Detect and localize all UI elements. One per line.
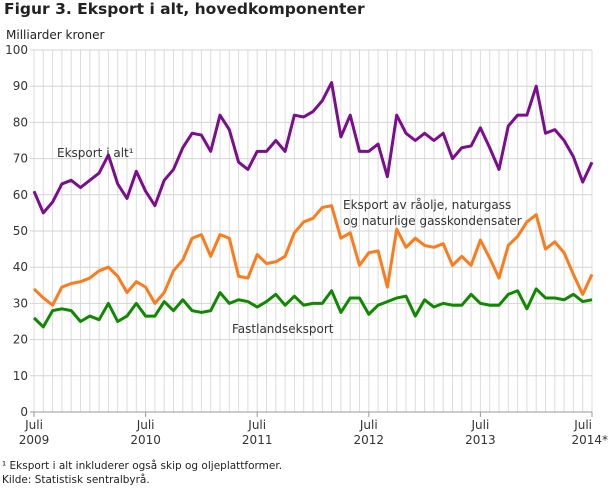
series-label: Fastlandseksport — [232, 322, 334, 336]
x-tick-month: Juli — [470, 418, 489, 432]
x-tick-month: Juli — [24, 418, 43, 432]
x-tick-month: Juli — [247, 418, 266, 432]
series-label: og naturlige gasskondensater — [343, 214, 522, 228]
series-label: Eksport i alt¹ — [57, 146, 134, 160]
y-tick-label: 20 — [13, 333, 28, 347]
y-tick-label: 10 — [13, 369, 28, 383]
y-axis-label: Milliarder kroner — [6, 28, 105, 42]
y-tick-label: 70 — [13, 152, 28, 166]
x-tick-month: Juli — [573, 418, 592, 432]
x-tick-year: 2014* — [571, 433, 608, 447]
x-tick-year: 2010 — [130, 433, 161, 447]
y-tick-label: 30 — [13, 296, 28, 310]
x-tick-year: 2013 — [465, 433, 496, 447]
y-tick-label: 80 — [13, 115, 28, 129]
chart-title: Figur 3. Eksport i alt, hovedkomponenter — [4, 0, 365, 18]
y-tick-label: 100 — [5, 43, 28, 57]
y-tick-label: 50 — [13, 224, 28, 238]
footnote: ¹ Eksport i alt inkluderer også skip og … — [2, 460, 283, 472]
x-tick-year: 2011 — [242, 433, 273, 447]
y-tick-label: 90 — [13, 79, 28, 93]
y-tick-label: 0 — [20, 405, 28, 419]
x-tick-year: 2009 — [19, 433, 50, 447]
x-tick-month: Juli — [136, 418, 155, 432]
y-tick-label: 40 — [13, 260, 28, 274]
y-tick-label: 60 — [13, 188, 28, 202]
x-tick-month: Juli — [359, 418, 378, 432]
series-label: Eksport av råolje, naturgass — [343, 198, 511, 212]
x-tick-year: 2012 — [354, 433, 385, 447]
source-note: Kilde: Statistisk sentralbyrå. — [2, 474, 150, 486]
